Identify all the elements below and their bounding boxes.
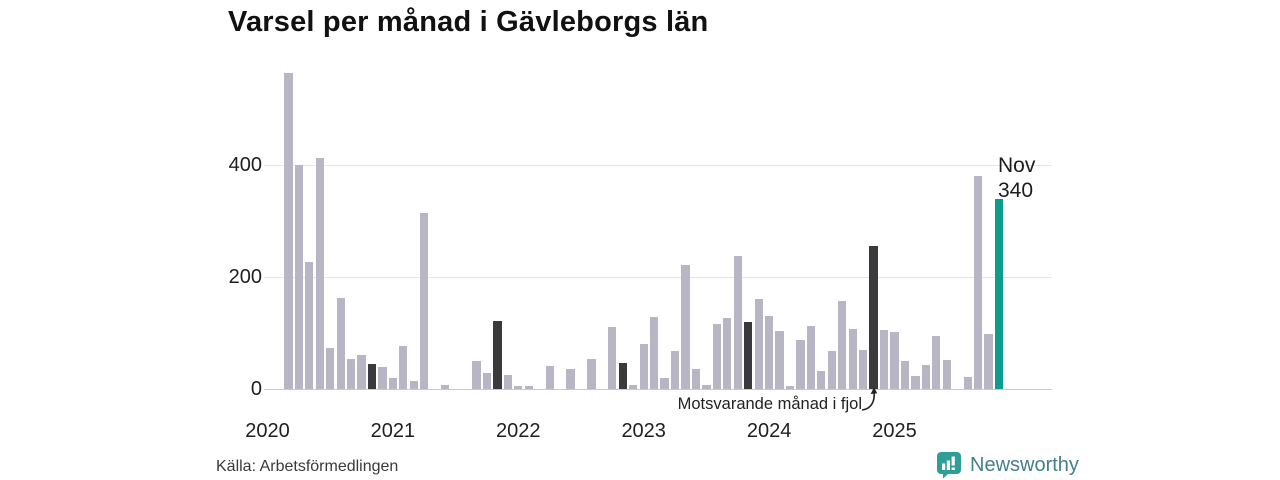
bar-2025-06: [942, 359, 951, 389]
bar-2024-09: [848, 328, 857, 389]
bar-2024-08: [838, 301, 847, 389]
bar-2020-05: [305, 261, 314, 389]
chart-title: Varsel per månad i Gävleborgs län: [228, 6, 709, 38]
bar-2024-10: [859, 349, 868, 389]
bar-2024-11: [869, 246, 878, 389]
bar-2021-11: [493, 320, 502, 389]
bar-2020-03: [284, 72, 293, 389]
bar-2024-02: [775, 330, 784, 389]
bar-2023-01: [639, 344, 648, 389]
bar-2023-03: [660, 378, 669, 389]
bar-2021-09: [472, 361, 481, 389]
annotation-arrow-icon: [861, 387, 878, 411]
bar-2022-06: [566, 369, 575, 389]
newsworthy-logo[interactable]: Newsworthy: [936, 451, 1079, 479]
gridline: [264, 277, 1052, 278]
bar-2022-02: [524, 386, 533, 389]
bar-2025-04: [921, 365, 930, 389]
x-tick-label-2025: 2025: [872, 420, 917, 442]
newsworthy-icon: [937, 452, 961, 479]
latest-value-label: Nov 340: [998, 153, 1035, 203]
bar-2020-08: [336, 297, 345, 389]
x-tick-label-2020: 2020: [245, 420, 290, 442]
x-tick-label-2023: 2023: [621, 420, 666, 442]
bar-2021-10: [482, 373, 492, 389]
bar-2025-03: [911, 376, 920, 389]
latest-month: Nov: [998, 154, 1036, 177]
y-tick-label: 0: [250, 378, 262, 400]
bar-2022-01: [514, 386, 523, 389]
bar-2024-07: [827, 351, 836, 389]
bar-2020-10: [357, 355, 366, 389]
bar-2024-03: [785, 386, 795, 389]
bar-2025-11: [994, 198, 1004, 389]
bar-2023-08: [712, 324, 721, 389]
bar-2022-11: [618, 362, 627, 389]
bar-2022-04: [545, 366, 554, 389]
bar-2021-12: [503, 375, 512, 389]
bar-2020-11: [367, 363, 377, 389]
bar-2025-08: [963, 377, 972, 389]
gridline: [264, 165, 1052, 166]
newsworthy-brand-name: Newsworthy: [970, 453, 1079, 476]
bar-2021-01: [388, 378, 398, 389]
bar-2021-04: [420, 212, 429, 389]
bar-2022-10: [608, 327, 617, 389]
latest-value: 340: [998, 179, 1034, 202]
bar-2024-01: [764, 315, 774, 389]
bar-2023-10: [733, 256, 742, 389]
bar-2022-12: [629, 385, 638, 389]
y-tick-label: 400: [228, 154, 262, 176]
bar-2023-05: [681, 264, 690, 389]
x-tick-label-2021: 2021: [370, 420, 416, 442]
source-caption: Källa: Arbetsförmedlingen: [216, 458, 399, 475]
x-tick-label-2024: 2024: [746, 420, 792, 442]
bar-2020-04: [294, 165, 303, 389]
bar-2023-04: [670, 351, 680, 389]
bar-2023-11: [744, 322, 753, 389]
x-axis-line: [264, 389, 1052, 390]
bar-2020-07: [326, 348, 335, 389]
bar-2025-10: [984, 334, 993, 389]
bar-2023-02: [650, 317, 659, 389]
bar-2021-03: [409, 381, 418, 389]
bar-2023-07: [702, 384, 711, 389]
bar-2021-02: [399, 345, 408, 389]
bar-2022-08: [587, 359, 596, 389]
bar-2020-09: [346, 359, 356, 389]
bar-2023-12: [754, 298, 763, 389]
bar-2023-09: [723, 317, 732, 389]
bar-2020-12: [378, 367, 387, 389]
bar-2023-06: [691, 369, 701, 389]
bar-2024-04: [796, 339, 805, 389]
bar-2021-06: [441, 385, 450, 389]
bar-2025-02: [900, 361, 910, 389]
x-tick-label-2022: 2022: [496, 420, 541, 442]
bar-2024-05: [806, 326, 816, 389]
bar-2025-09: [973, 176, 983, 389]
bar-2024-12: [879, 329, 889, 389]
bar-2025-01: [890, 331, 899, 389]
bar-2024-06: [817, 371, 826, 389]
y-tick-label: 200: [228, 266, 262, 288]
bar-2020-06: [315, 157, 324, 389]
bar-2025-05: [932, 335, 941, 389]
annotation-last-year: Motsvarande månad i fjol: [677, 395, 862, 413]
